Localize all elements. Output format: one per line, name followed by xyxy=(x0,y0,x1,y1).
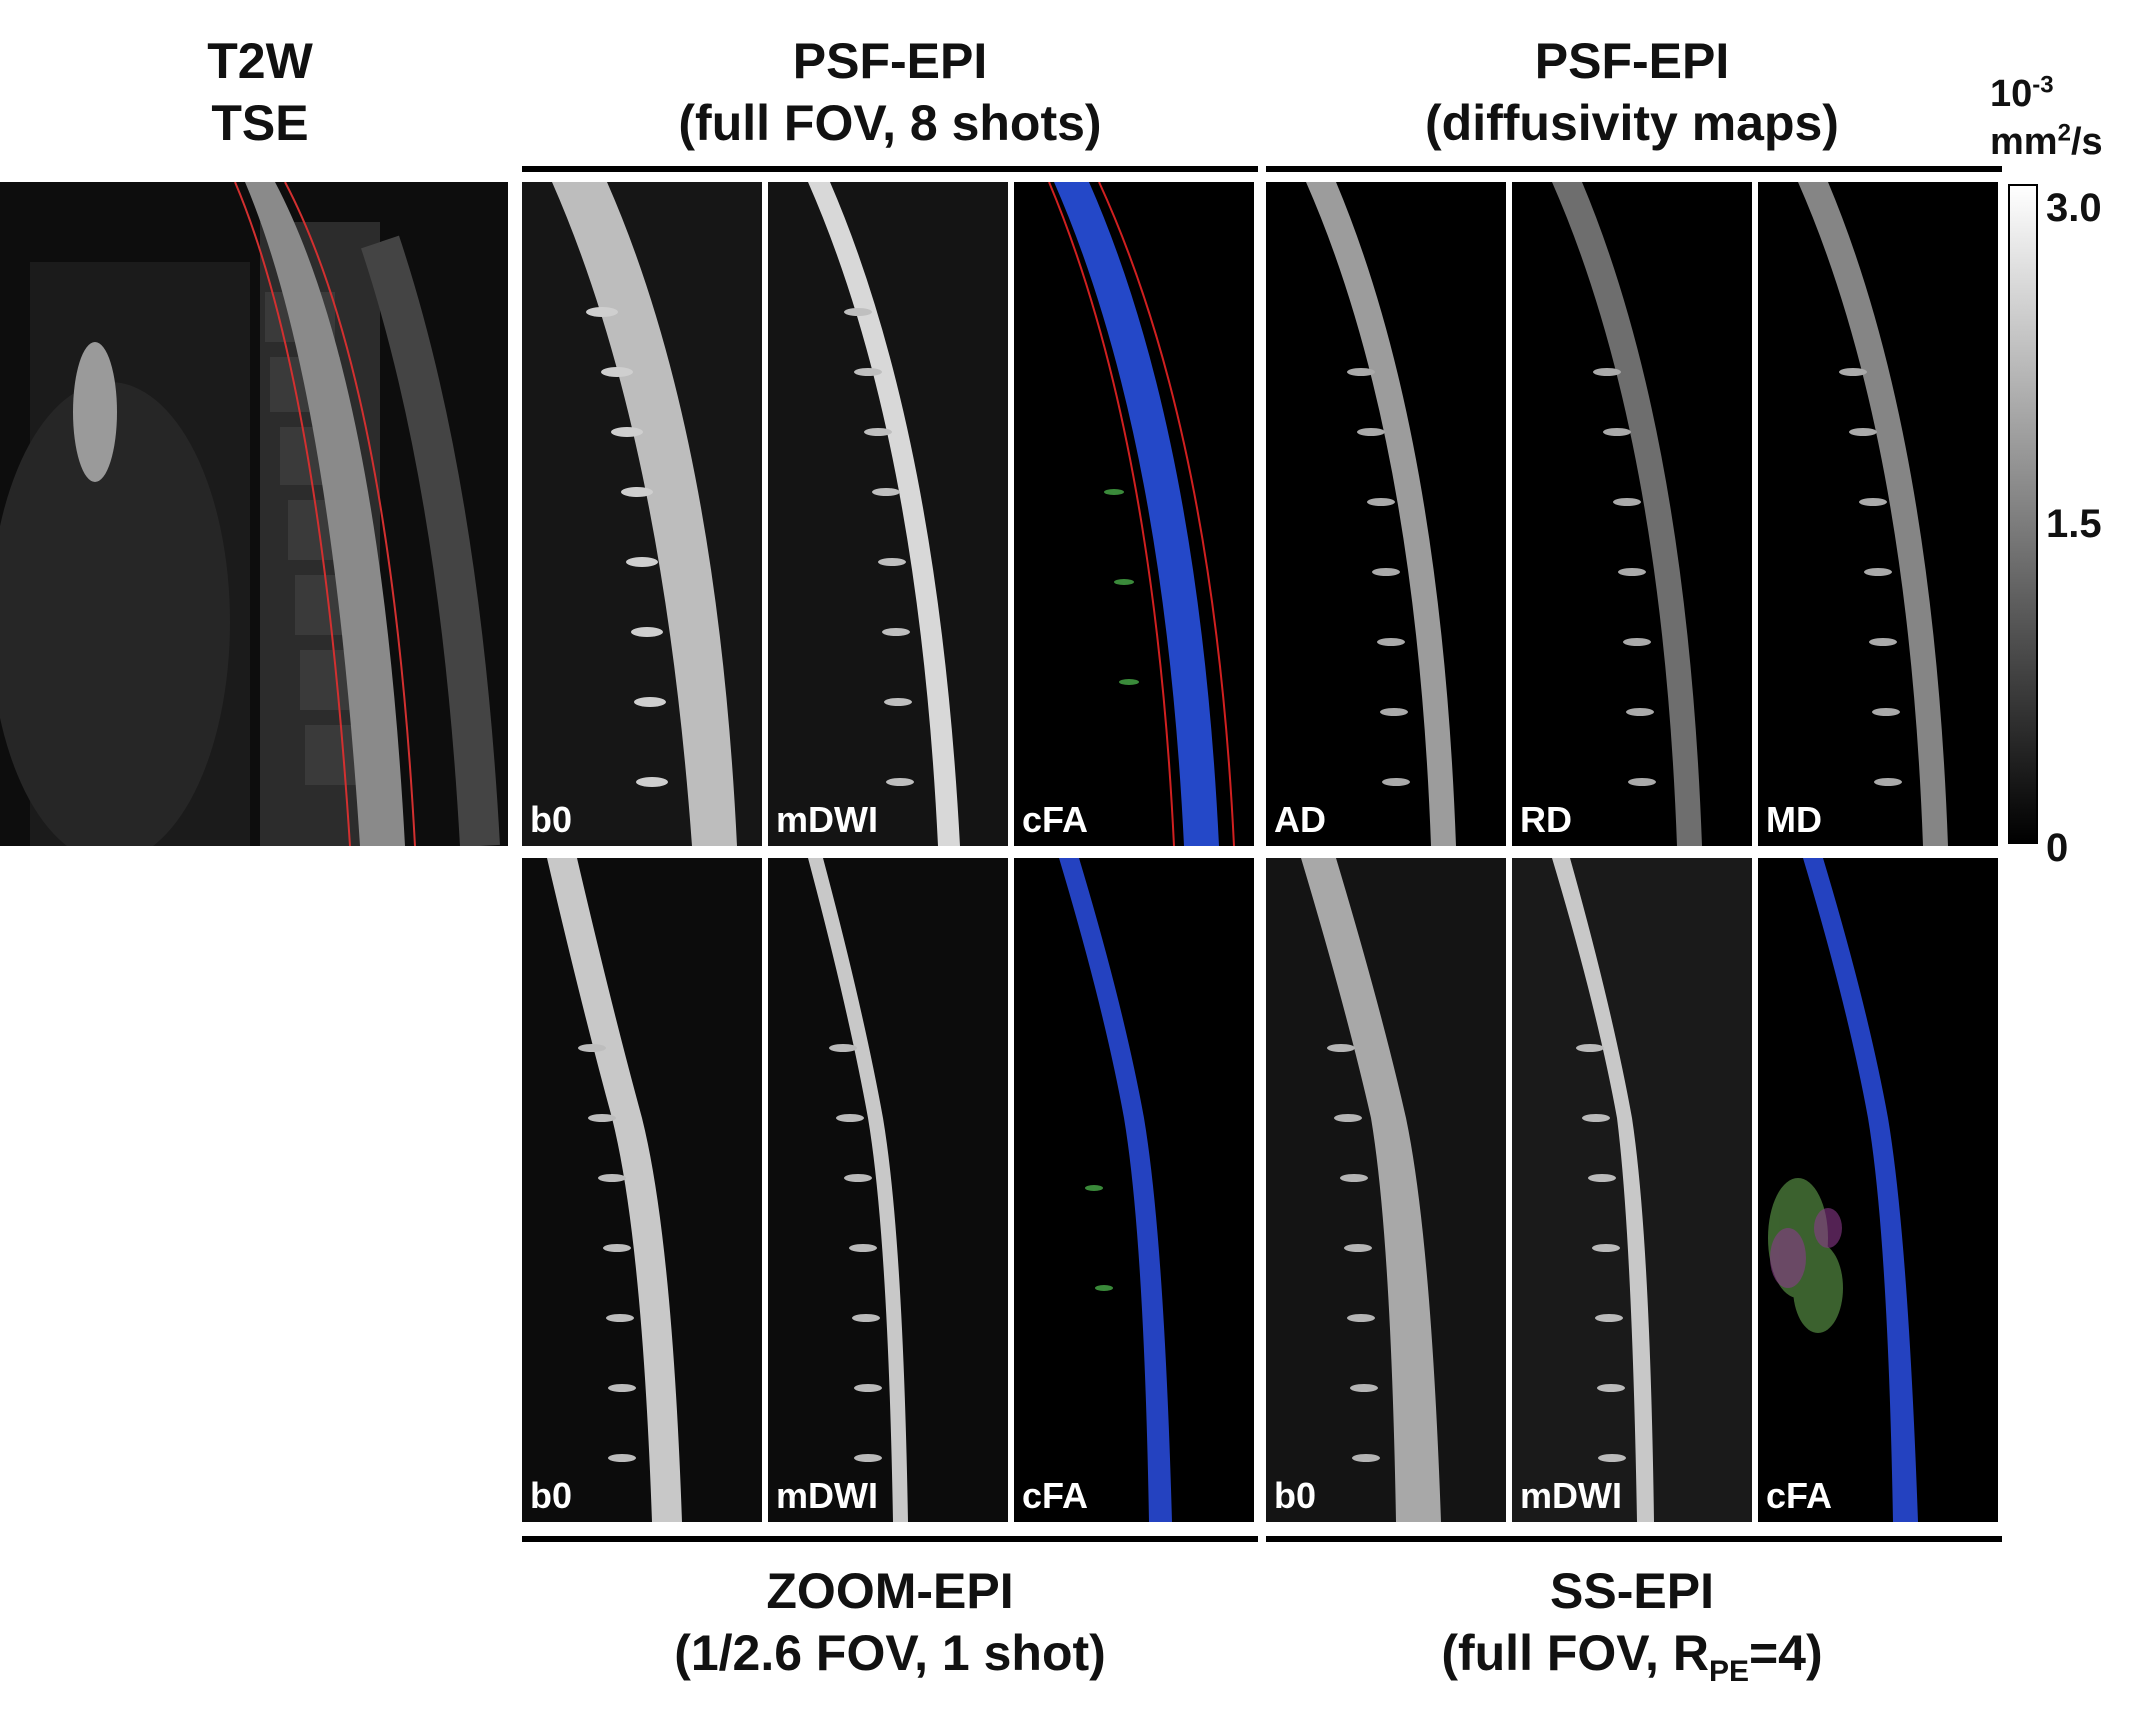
psf-header-line2: (full FOV, 8 shots) xyxy=(678,95,1102,151)
ss-footer-rule xyxy=(1266,1536,2002,1542)
unit-mm-exp: 2 xyxy=(2057,119,2071,147)
t2w-tse-image xyxy=(0,182,508,846)
psf-rd-panel: RD xyxy=(1512,182,1752,846)
diff-header-rule xyxy=(1266,166,2002,172)
psf-ad-panel: AD xyxy=(1266,182,1506,846)
zoom-b0-label: b0 xyxy=(530,1475,573,1516)
zoom-footer-line1: ZOOM-EPI xyxy=(766,1563,1014,1619)
zoom-mdwi-panel: mDWI xyxy=(768,858,1008,1522)
diff-header: PSF-EPI (diffusivity maps) xyxy=(1262,30,2002,154)
psf-md-panel: MD xyxy=(1758,182,1998,846)
zoom-footer-line2: (1/2.6 FOV, 1 shot) xyxy=(674,1625,1106,1681)
psf-rd-label: RD xyxy=(1520,799,1572,840)
psf-header-rule xyxy=(522,166,1258,172)
psf-header: PSF-EPI (full FOV, 8 shots) xyxy=(520,30,1260,154)
ss-cfa-label: cFA xyxy=(1766,1475,1833,1516)
unit-mm: mm xyxy=(1990,121,2058,163)
colorbar-unit: 10-3 mm2/s xyxy=(1990,70,2140,166)
psf-b0-label: b0 xyxy=(530,799,573,840)
diff-header-line1: PSF-EPI xyxy=(1534,33,1730,89)
zoom-footer: ZOOM-EPI (1/2.6 FOV, 1 shot) xyxy=(520,1560,1260,1684)
colorbar-min-label: 0 xyxy=(2046,826,2069,870)
zoom-b0-panel: b0 xyxy=(522,858,762,1522)
psf-mdwi-label: mDWI xyxy=(776,799,878,840)
ss-footer: SS-EPI (full FOV, RPE=4) xyxy=(1262,1560,2002,1703)
t2w-header: T2W TSE xyxy=(150,30,370,154)
psf-header-line1: PSF-EPI xyxy=(792,33,988,89)
t2w-header-line2: TSE xyxy=(211,95,309,151)
ss-footer-suffix: =4) xyxy=(1748,1625,1823,1681)
ss-footer-sub: PE xyxy=(1708,1655,1749,1688)
t2w-header-line1: T2W xyxy=(207,33,313,89)
unit-per-s: /s xyxy=(2070,121,2103,163)
psf-ad-label: AD xyxy=(1274,799,1326,840)
zoom-cfa-label: cFA xyxy=(1022,1475,1089,1516)
psf-cfa-panel: cFA xyxy=(1014,182,1254,846)
zoom-footer-rule xyxy=(522,1536,1258,1542)
ss-footer-prefix: (full FOV, R xyxy=(1441,1625,1709,1681)
unit-base: 10 xyxy=(1990,73,2033,115)
diff-header-line2: (diffusivity maps) xyxy=(1425,95,1839,151)
zoom-cfa-panel: cFA xyxy=(1014,858,1254,1522)
ss-b0-panel: b0 xyxy=(1266,858,1506,1522)
colorbar-max-label: 3.0 xyxy=(2046,186,2102,230)
psf-mdwi-panel: mDWI xyxy=(768,182,1008,846)
colorbar-gradient xyxy=(2008,184,2038,844)
ss-footer-line2: (full FOV, RPE=4) xyxy=(1262,1622,2002,1703)
psf-md-label: MD xyxy=(1766,799,1822,840)
ss-mdwi-panel: mDWI xyxy=(1512,858,1752,1522)
psf-cfa-label: cFA xyxy=(1022,799,1089,840)
zoom-mdwi-label: mDWI xyxy=(776,1475,878,1516)
ss-b0-label: b0 xyxy=(1274,1475,1317,1516)
ss-cfa-panel: cFA xyxy=(1758,858,1998,1522)
unit-exp: -3 xyxy=(2032,71,2054,99)
colorbar-mid-label: 1.5 xyxy=(2046,502,2102,546)
psf-b0-panel: b0 xyxy=(522,182,762,846)
ss-footer-line1: SS-EPI xyxy=(1550,1563,1714,1619)
ss-mdwi-label: mDWI xyxy=(1520,1475,1622,1516)
